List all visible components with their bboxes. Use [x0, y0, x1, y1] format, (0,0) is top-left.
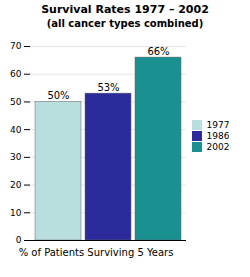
svg-text:50: 50: [10, 97, 22, 107]
svg-text:66%: 66%: [147, 46, 169, 57]
svg-text:0: 0: [16, 235, 22, 245]
html-text:Survival Rates 1977 – 2002: Survival Rates 1977 – 2002: [41, 3, 209, 16]
html-text:1977: 1977: [206, 120, 230, 131]
html-text:1986: 1986: [206, 131, 230, 142]
svg-text:20: 20: [10, 180, 22, 190]
svg-text:70: 70: [10, 41, 22, 51]
html-text:2002: 2002: [206, 142, 230, 153]
svg-text:40: 40: [10, 125, 22, 135]
html-text:% of Patients Surviving 5 Year: % of Patients Surviving 5 Years: [18, 247, 174, 258]
svg-text:60: 60: [10, 69, 22, 79]
svg-text:10: 10: [10, 208, 22, 218]
svg-text:30: 30: [10, 152, 22, 162]
svg-text:50%: 50%: [47, 90, 69, 101]
html-text:(all cancer types combined): (all cancer types combined): [46, 18, 204, 29]
svg-text:53%: 53%: [97, 82, 119, 93]
